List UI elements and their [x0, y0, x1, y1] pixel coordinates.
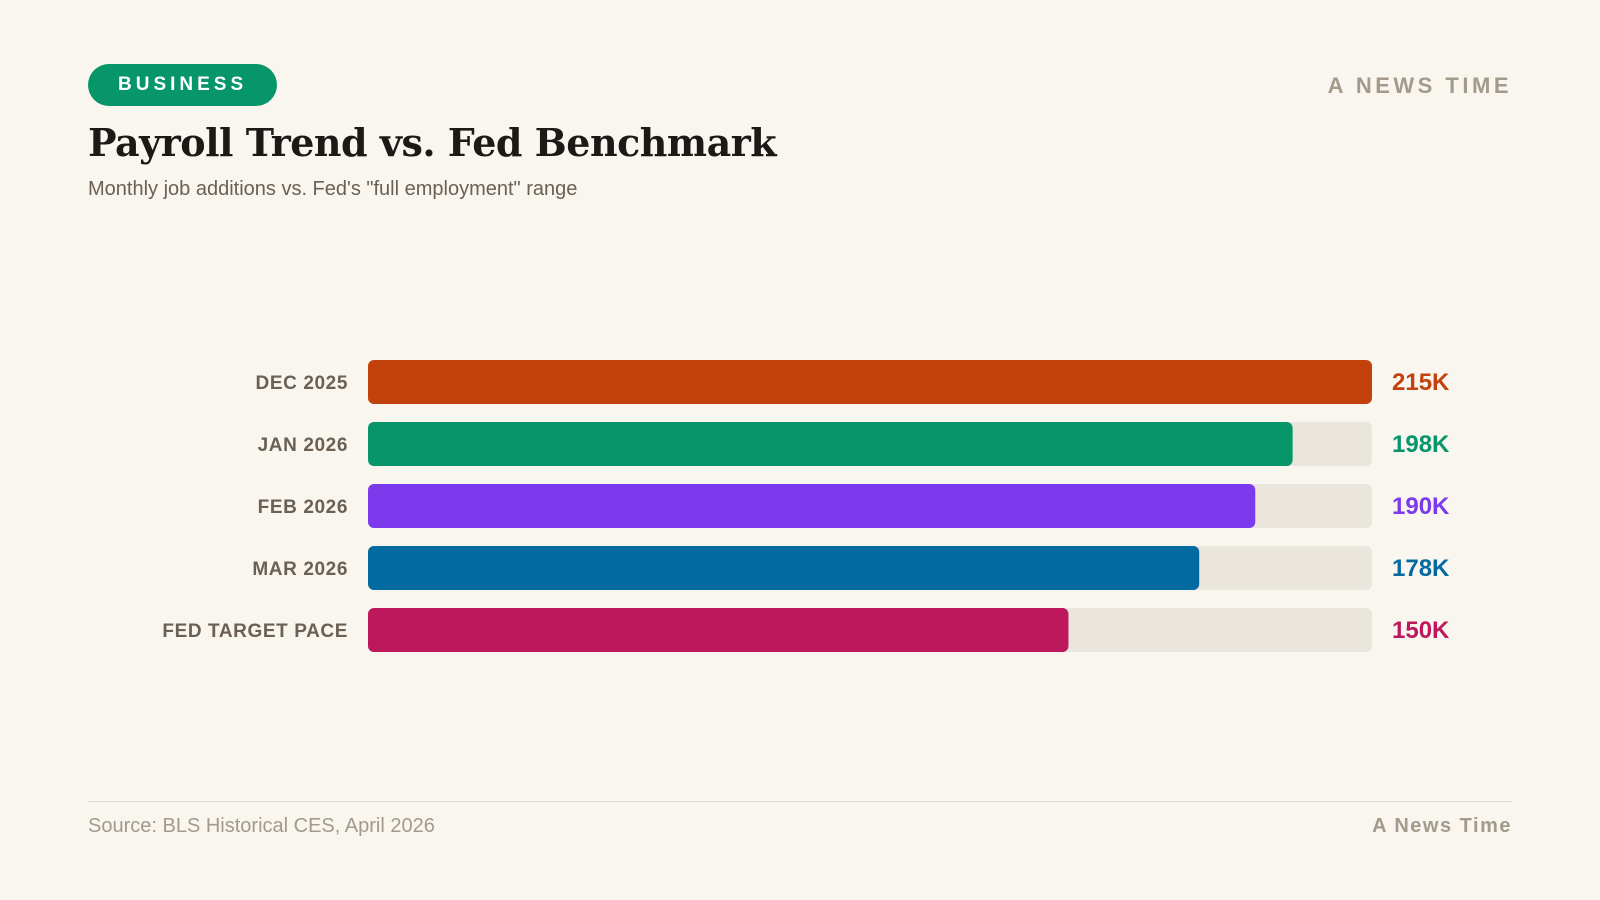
- value-label: 190K: [1392, 493, 1450, 520]
- value-label: 178K: [1392, 555, 1450, 582]
- footer-brand: A News Time: [1372, 815, 1512, 837]
- value-label: 198K: [1392, 431, 1450, 458]
- bar: [368, 608, 1069, 652]
- chart-subtitle: Monthly job additions vs. Fed's "full em…: [88, 178, 578, 200]
- bar-row: FEB 2026 190K: [258, 484, 1450, 528]
- category-label: FED TARGET PACE: [162, 621, 348, 642]
- category-label: FEB 2026: [258, 497, 348, 518]
- bar-row: DEC 2025 215K: [256, 360, 1450, 404]
- bar: [368, 422, 1293, 466]
- category-label: MAR 2026: [252, 559, 348, 580]
- category-badge: BUSINESS: [88, 64, 278, 106]
- value-label: 150K: [1392, 617, 1450, 644]
- bar: [368, 360, 1372, 404]
- bar-row: JAN 2026 198K: [258, 422, 1450, 466]
- footer-divider: [88, 801, 1512, 802]
- brand-wordmark: A NEWS TIME: [1327, 73, 1512, 98]
- bar-row: MAR 2026 178K: [252, 546, 1450, 590]
- bar: [368, 546, 1200, 590]
- category-label: DEC 2025: [256, 373, 348, 394]
- value-label: 215K: [1392, 369, 1450, 396]
- category-label: JAN 2026: [258, 435, 348, 456]
- chart-title: Payroll Trend vs. Fed Benchmark: [88, 120, 777, 165]
- bar-row: FED TARGET PACE 150K: [162, 608, 1450, 652]
- bar: [368, 484, 1256, 528]
- source-note: Source: BLS Historical CES, April 2026: [88, 815, 435, 837]
